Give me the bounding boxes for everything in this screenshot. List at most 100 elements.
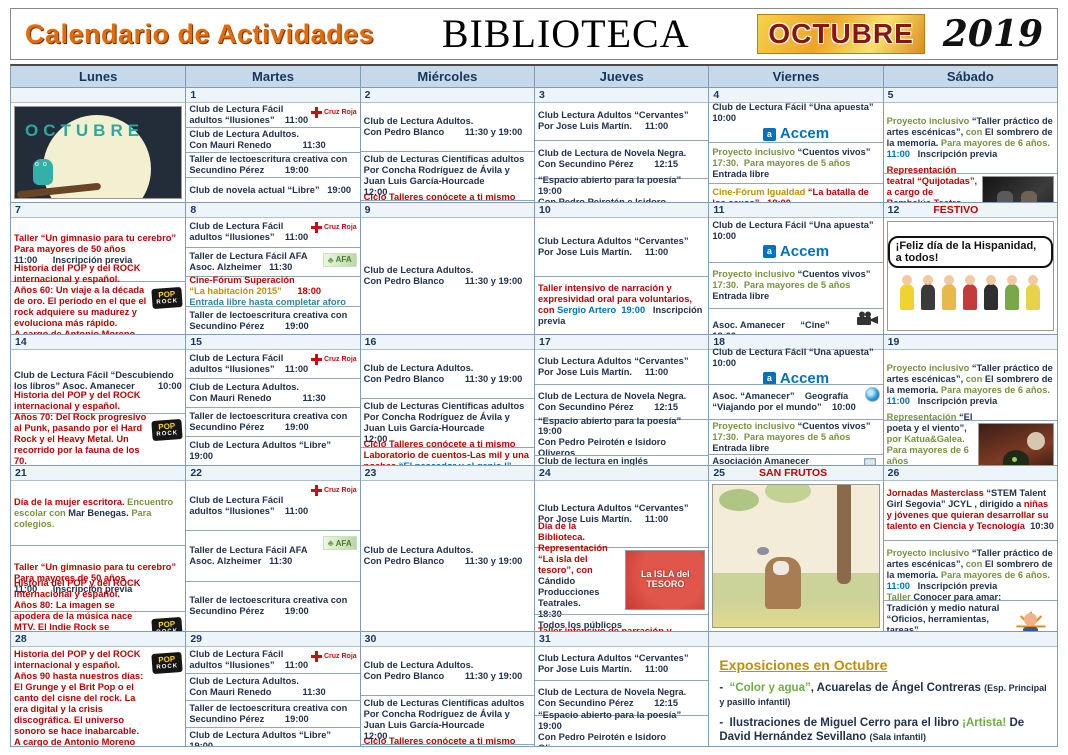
event: Club Lectura Adultos “Cervantes” Por Jos…	[535, 218, 708, 276]
text-segment: con	[965, 373, 985, 384]
event: Club Lectura Adultos “Cervantes” Por Jos…	[535, 647, 708, 680]
day-number: 8	[190, 204, 197, 216]
event-text: Jornadas Masterclass “STEM Talent Girl S…	[887, 488, 1054, 532]
event: Proyecto inclusivo “Cuentos vivos” 17:30…	[709, 262, 883, 307]
text-segment: por Katua&Galea. Para mayores de 6 años …	[886, 433, 969, 465]
event: Taller de lectoescritura creativa con Se…	[186, 407, 360, 436]
day-cell: 25 SAN FRUTOS	[708, 466, 883, 631]
event: Club de Lectura Fácil adultos “Ilusiones…	[186, 647, 359, 673]
event: Taller “Un gimnasio para tu cerebro” Par…	[11, 218, 185, 281]
day-cell: 30 Club de Lectura Adultos. Con Pedro Bla…	[359, 632, 534, 746]
event-text: Taller de lectoescritura creativa con Se…	[189, 703, 356, 725]
text-segment: Club de Lectura Fácil “Una apuesta” 10:0…	[712, 219, 877, 241]
date-strip: 25 SAN FRUTOS	[709, 466, 883, 481]
event: Taller intensivo de narración y expresiv…	[534, 275, 709, 335]
illustration-shape	[773, 561, 790, 575]
cartoon-kid	[1026, 275, 1041, 310]
october-word: OCTUBRE	[25, 121, 145, 140]
event-text: Club de Lectura Adultos “Libre” 19:00	[189, 730, 356, 746]
text-segment: “STEM Talent Girl Segovia” JCYL , dirigi…	[886, 488, 1049, 510]
date-strip: 16	[360, 335, 534, 350]
text-segment: “Espacio abierto para la poesía” 19:00 C…	[537, 710, 682, 746]
exposiciones-title: Exposiciones en Octubre	[719, 657, 888, 673]
text-segment: Entrada libre	[712, 168, 770, 179]
day-cell: 29 Club de Lectura Fácil adultos “Ilusion…	[185, 632, 360, 746]
event: Club de Lecturas Científicas adultos Por…	[360, 694, 534, 744]
text-segment: El sombrero de la memoria.	[886, 126, 1056, 148]
weekday-martes: Martes	[185, 66, 359, 87]
event: Club de Lectura de Novela Negra. Con Sec…	[534, 384, 709, 419]
event-text: Club de lectura en inglés por Jennie Gan…	[538, 456, 705, 465]
illustration-shape	[757, 547, 770, 555]
event: Club de Lectura Fácil adultos “Ilusiones…	[186, 103, 359, 127]
event-text: “Espacio abierto para la poesía” 19:00 C…	[538, 416, 705, 460]
event-text: Club de Lectura Fácil adultos “Ilusiones…	[189, 221, 309, 243]
events-list: Club de Lectura Fácil “Una apuesta” 10:0…	[709, 347, 883, 465]
event-text: Taller “Un gimnasio para tu cerebro” Par…	[14, 562, 182, 595]
day-cell: 31 Club Lectura Adultos “Cervantes” Por J…	[533, 632, 709, 746]
san-frutos-illustration	[712, 484, 880, 628]
text-segment: “Taller práctico de artes escénicas”,	[886, 362, 1056, 384]
day-cell: 10 Club Lectura Adultos “Cervantes” Por J…	[533, 203, 709, 335]
text-segment: El sombrero de la memoria.	[886, 559, 1056, 581]
events-list: Club de Lectura Fácil “Una apuesta” 10:0…	[709, 102, 883, 202]
event-text: Club Lectura Adultos “Cervantes” Por Jos…	[538, 236, 705, 258]
event: Club de Lectura Adultos. Con Pedro Blanc…	[361, 218, 534, 334]
text-segment: Encuentro escolar con	[14, 496, 176, 518]
text-segment: Proyecto inclusivo	[712, 146, 798, 157]
cruz-roja-logo: Cruz Roja	[310, 483, 357, 501]
moon-shape	[1026, 431, 1045, 450]
text-segment: Asoc. Amanecer “Cine” 18:00	[712, 319, 830, 334]
text-segment: Inscripción previa	[917, 581, 998, 592]
week-row: 7 Taller “Un gimnasio para tu cerebro” Pa…	[11, 202, 1057, 334]
text-segment: Club de Lectura Adultos “Libre” 19:00	[189, 440, 339, 461]
text-segment: Club de Lectura Adultos “Libre” 19:00	[189, 729, 339, 746]
text-segment: Entrada libre	[712, 442, 770, 453]
date-strip: 18	[709, 335, 883, 350]
text-segment: Club de Lecturas Científicas adultos Por…	[363, 400, 527, 444]
date-strip: 15	[186, 335, 360, 350]
exposicion-item: - Ilustraciones de Miguel Cerro para el …	[719, 716, 1047, 745]
events-list: Club de Lectura Adultos. Con Pedro Blanc…	[361, 218, 534, 334]
text-segment: “Color y agua”	[729, 682, 811, 694]
worker-body-shape	[1022, 626, 1038, 631]
event: “Espacio abierto para la poesía” 19:00 C…	[534, 175, 709, 202]
text-segment: Club de Lecturas Científicas adultos Por…	[363, 153, 527, 197]
text-segment: Sergio Artero 19:00	[557, 305, 653, 316]
text-segment: “Espacio abierto para la poesía” 19:00 C…	[537, 175, 682, 202]
event: Representación “El poeta y el viento”, p…	[883, 412, 1057, 465]
event-text: Proyecto inclusivo “Taller práctico de a…	[887, 548, 1054, 592]
events-list: Club de Lectura Fácil “Descubiendo los l…	[11, 350, 186, 465]
event-text: Cine-Fórum Igualdad “La batalla de los s…	[712, 187, 879, 202]
accem-logo: a Accem	[712, 370, 879, 388]
day-cell: 2 Club de Lectura Adultos. Con Pedro Blan…	[359, 88, 534, 202]
isla-del-tesoro-poster: La ISLA del TESORO	[625, 550, 706, 611]
event-text: Club Lectura Adultos “Cervantes” Por Jos…	[538, 503, 705, 525]
day-cell: 7 Taller “Un gimnasio para tu cerebro” Pa…	[11, 203, 186, 334]
text-segment: Representación	[886, 411, 959, 422]
event-text: Historia del POP y del ROCK internaciona…	[14, 263, 150, 334]
event: Proyecto inclusivo “Taller práctico de a…	[883, 539, 1057, 600]
date-strip: 5	[883, 88, 1057, 103]
events-list: Club de Lectura Adultos. Con Pedro Blanc…	[360, 350, 534, 465]
afa-alzheimer-logo: ♣ AFA	[322, 533, 357, 551]
text-segment: Club de Lectura Fácil adultos “Ilusiones…	[189, 649, 309, 670]
day-number: 16	[364, 336, 377, 348]
event: Historia del POP y del ROCK internaciona…	[11, 578, 186, 631]
day-number: 15	[190, 336, 203, 348]
day-cell: 14 Club de Lectura Fácil “Descubiendo los…	[11, 335, 186, 465]
week-row: OCTUBRE 1 Club de Lectura Fácil adultos “I…	[11, 88, 1057, 202]
event: Club de Lectura Adultos. Con Mauri Rened…	[186, 378, 360, 407]
event: Taller intensivo de narración y expresiv…	[534, 614, 709, 631]
text-segment: Proyecto inclusivo	[886, 548, 972, 559]
day-number: 21	[15, 467, 27, 479]
day-number: 24	[538, 467, 551, 479]
film-camera-icon	[856, 311, 880, 331]
event: Taller Conocer para amar: Tradición y me…	[883, 592, 1057, 631]
event-text: Club de Lectura Fácil adultos “Ilusiones…	[189, 495, 309, 517]
event-text: Taller de lectoescritura creativa con Se…	[189, 595, 356, 617]
event-text: Taller “Un gimnasio para tu cerebro” Par…	[14, 233, 182, 266]
text-segment: Taller de lectoescritura creativa con Se…	[189, 310, 350, 332]
date-strip: 22	[186, 466, 360, 481]
